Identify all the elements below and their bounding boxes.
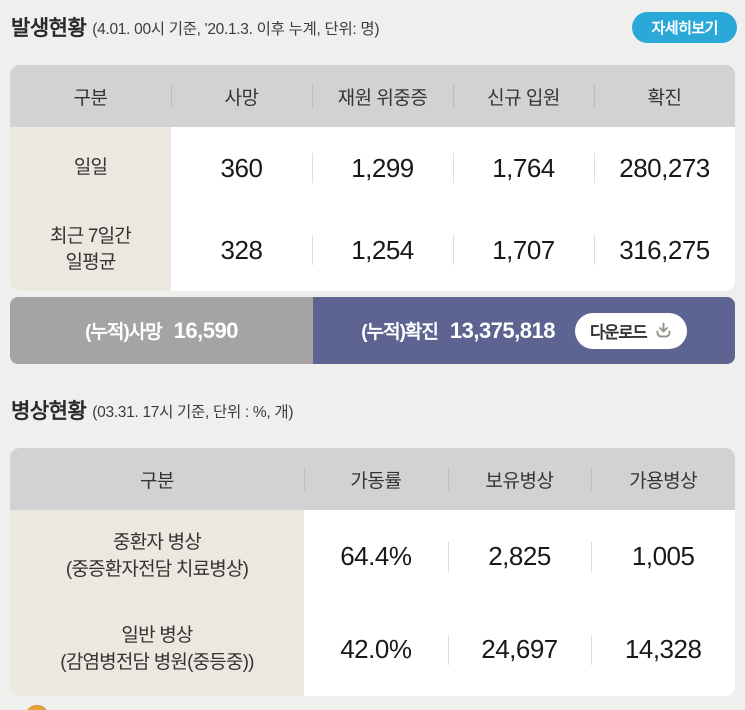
outbreak-table: 구분 사망 재원 위중증 신규 입원 확진 일일 360 1,299 1,764… xyxy=(10,65,735,291)
bed-table: 구분 가동률 보유병상 가용병상 중환자 병상 (중증환자전담 치료병상) 64… xyxy=(10,448,735,696)
outbreak-header-critical: 재원 위중증 xyxy=(312,65,453,127)
cumulative-confirmed-label: (누적)확진 xyxy=(361,322,439,343)
row-label-icu-beds: 중환자 병상 (중증환자전담 치료병상) xyxy=(10,510,304,603)
cumulative-deaths-panel: (누적)사망 16,590 xyxy=(10,297,313,364)
icu-total-beds-value: 2,825 xyxy=(448,510,592,603)
icu-available-beds-value: 1,005 xyxy=(591,510,735,603)
general-utilization-value: 42.0% xyxy=(340,634,412,664)
table-row: 최근 7일간 일평균 328 1,254 1,707 316,275 xyxy=(10,209,735,291)
outbreak-header-category: 구분 xyxy=(73,87,108,109)
view-details-button[interactable]: 자세히보기 xyxy=(632,11,737,43)
daily-confirmed-value: 280,273 xyxy=(594,127,735,209)
table-row: 일반 병상 (감염병전담 병원(중등중)) 42.0% 24,697 14,32… xyxy=(10,603,735,696)
bed-table-header-row: 구분 가동률 보유병상 가용병상 xyxy=(10,448,735,510)
outbreak-header-deaths: 사망 xyxy=(171,65,312,127)
bed-header-available-beds: 가용병상 xyxy=(591,448,735,510)
daily-deaths-value: 360 xyxy=(220,152,263,183)
bed-title: 병상현황 xyxy=(11,400,87,423)
download-button[interactable]: 다운로드 xyxy=(574,312,687,349)
outbreak-subtitle: (4.01. 00시 기준, '20.1.3. 이후 누계, 단위: 명) xyxy=(92,21,380,38)
avg-deaths-value: 328 xyxy=(220,234,263,265)
outbreak-header-confirmed: 확진 xyxy=(594,65,735,127)
table-row: 중환자 병상 (중증환자전담 치료병상) 64.4% 2,825 1,005 xyxy=(10,510,735,603)
bed-subtitle: (03.31. 17시 기준, 단위 : %, 개) xyxy=(92,404,294,421)
row-label-general-beds: 일반 병상 (감염병전담 병원(중등중)) xyxy=(10,603,304,696)
download-button-label: 다운로드 xyxy=(589,323,648,342)
row-label-7day-average: 최근 7일간 일평균 xyxy=(10,209,171,291)
cumulative-stats-bar: (누적)사망 16,590 (누적)확진 13,375,818 다운로드 xyxy=(10,297,735,364)
cumulative-deaths-value: 16,590 xyxy=(173,317,239,343)
general-available-beds-value: 14,328 xyxy=(591,603,735,696)
bed-header-utilization: 가동률 xyxy=(304,448,448,510)
outbreak-table-header-row: 구분 사망 재원 위중증 신규 입원 확진 xyxy=(10,65,735,127)
avg-new-admissions-value: 1,707 xyxy=(453,209,594,291)
outbreak-title: 발생현황 xyxy=(11,17,87,40)
avg-critical-value: 1,254 xyxy=(312,209,453,291)
icu-utilization-value: 64.4% xyxy=(340,541,412,571)
outbreak-section-header: 발생현황 (4.01. 00시 기준, '20.1.3. 이후 누계, 단위: … xyxy=(0,0,745,43)
row-label-daily: 일일 xyxy=(10,127,171,209)
outbreak-header-new-admissions: 신규 입원 xyxy=(453,65,594,127)
download-icon xyxy=(655,322,672,339)
table-row: 일일 360 1,299 1,764 280,273 xyxy=(10,127,735,209)
daily-new-admissions-value: 1,764 xyxy=(453,127,594,209)
cumulative-confirmed-panel: (누적)확진 13,375,818 다운로드 xyxy=(313,297,735,364)
floating-shortcut-icon-partial[interactable] xyxy=(25,705,49,710)
daily-critical-value: 1,299 xyxy=(312,127,453,209)
bed-section-header: 병상현황 (03.31. 17시 기준, 단위 : %, 개) xyxy=(0,394,745,426)
cumulative-confirmed-value: 13,375,818 xyxy=(449,317,556,343)
bed-header-total-beds: 보유병상 xyxy=(448,448,592,510)
general-total-beds-value: 24,697 xyxy=(448,603,592,696)
bed-header-category: 구분 xyxy=(140,470,174,492)
avg-confirmed-value: 316,275 xyxy=(594,209,735,291)
cumulative-deaths-label: (누적)사망 xyxy=(85,322,163,343)
